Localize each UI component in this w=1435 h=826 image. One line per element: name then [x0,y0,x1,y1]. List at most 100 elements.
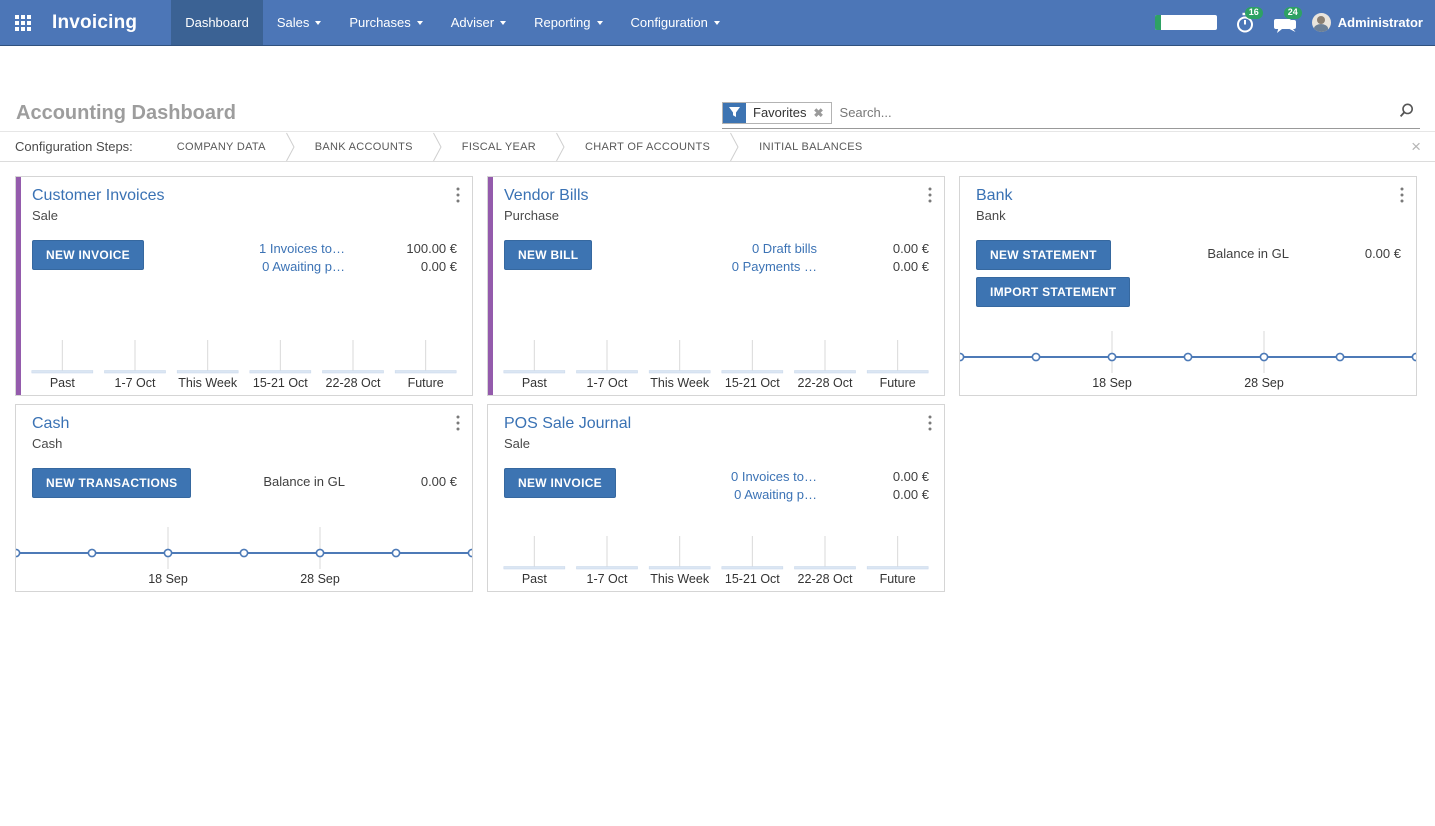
app-brand[interactable]: Invoicing [52,11,138,33]
kanban-card-customer-invoices: Customer Invoices Sale NEW INVOICE 1 Invoic… [15,176,473,396]
step-separator-icon [730,132,739,162]
card-figure-amount: 0.00 € [892,487,929,502]
svg-text:Past: Past [522,376,548,390]
card-figure-link[interactable]: 1 Invoices to… [259,241,345,256]
config-step-chart-of-accounts[interactable]: CHART OF ACCOUNTS [585,140,711,153]
user-avatar [1311,13,1331,32]
card-title[interactable]: Vendor Bills [504,187,589,204]
top-menu: Dashboard Sales Purchases Adviser Reporting C… [171,0,734,45]
svg-text:15-21 Oct: 15-21 Oct [725,376,780,390]
menu-label: Reporting [534,15,591,30]
step-separator-icon [285,132,295,162]
timer-icon[interactable]: 16 [1234,6,1263,34]
chevron-down-icon [596,20,603,25]
card-body: NEW TRANSACTIONS Balance in GL 0.00 € [16,468,472,498]
card-figure-link[interactable]: 0 Invoices to… [731,469,817,484]
svg-text:1-7 Oct: 1-7 Oct [115,376,157,390]
kebab-menu-icon[interactable] [456,415,460,436]
menu-label: Configuration [630,15,708,30]
systray-progress-meter [1154,15,1217,30]
facet-label: Favorites [753,105,807,120]
card-figure-link[interactable]: 0 Draft bills [751,241,817,256]
menu-label: Purchases [349,15,411,30]
step-separator-icon [556,132,565,162]
card-title[interactable]: Bank [976,187,1013,204]
card-figure-amount: 0.00 € [892,259,929,274]
menu-sales[interactable]: Sales [263,0,336,45]
card-figure-link[interactable]: 0 Awaiting p… [262,259,345,274]
facet-remove-icon[interactable]: ✖ [813,105,824,120]
svg-text:Past: Past [522,572,548,586]
chevron-down-icon [315,20,322,25]
user-name: Administrator [1337,15,1423,30]
card-figure-link[interactable]: 0 Awaiting p… [734,487,817,502]
apps-menu-button[interactable] [0,0,46,45]
config-step-company-data[interactable]: COMPANY DATA [176,140,266,153]
kanban-card-pos-sale-journal: POS Sale Journal Sale NEW INVOICE 0 Invoice… [487,404,945,592]
kanban-card-cash: Cash Cash NEW TRANSACTIONS Balance in GL 0.0… [15,404,473,592]
card-action-new-invoice[interactable]: NEW INVOICE [32,240,144,270]
card-body: NEW INVOICE 1 Invoices to… 0 Awaiting p… 10… [16,240,472,276]
config-step-bank-accounts[interactable]: BANK ACCOUNTS [314,140,413,153]
config-step-fiscal-year[interactable]: FISCAL YEAR [461,140,537,153]
svg-text:Future: Future [880,376,916,390]
svg-text:15-21 Oct: 15-21 Oct [253,376,308,390]
svg-text:18 Sep: 18 Sep [148,572,188,586]
card-title[interactable]: Customer Invoices [32,187,165,204]
search-icon[interactable] [1399,103,1414,123]
menu-label: Adviser [450,15,495,30]
card-figure-amount: 0.00 € [892,241,929,256]
messages-icon[interactable]: 24 [1273,6,1302,34]
config-steps-label: Configuration Steps: [15,139,133,154]
search-bar: Favorites ✖ [722,101,1420,129]
kebab-menu-icon[interactable] [456,187,460,208]
menu-adviser[interactable]: Adviser [437,0,520,45]
card-body: NEW STATEMENT IMPORT STATEMENT Balance in … [960,240,1416,307]
card-figure-amount: 0.00 € [892,469,929,484]
kebab-menu-icon[interactable] [928,415,932,436]
chat-bubbles-glyph [1273,18,1296,33]
close-icon[interactable]: × [1411,137,1421,156]
config-step-initial-balances[interactable]: INITIAL BALANCES [759,140,863,153]
card-action-new-statement[interactable]: NEW STATEMENT [976,240,1111,270]
card-action-new-invoice[interactable]: NEW INVOICE [504,468,616,498]
svg-text:Future: Future [408,376,444,390]
menu-dashboard[interactable]: Dashboard [171,0,263,45]
chevron-down-icon [500,20,507,25]
card-action-new-bill[interactable]: NEW BILL [504,240,593,270]
menu-reporting[interactable]: Reporting [520,0,616,45]
card-action-import-statement[interactable]: IMPORT STATEMENT [976,277,1131,307]
card-subtitle: Sale [504,436,531,451]
svg-text:1-7 Oct: 1-7 Oct [587,376,629,390]
card-action-new-transactions[interactable]: NEW TRANSACTIONS [32,468,192,498]
card-figure-amount: 100.00 € [406,241,457,256]
card-title[interactable]: Cash [32,415,70,432]
svg-text:Past: Past [50,376,76,390]
svg-text:This Week: This Week [178,376,238,390]
svg-text:22-28 Oct: 22-28 Oct [798,376,853,390]
card-sparkline-chart: 18 Sep 28 Sep [16,525,472,588]
card-sparkline-chart: Past 1-7 Oct This Week 15-21 Oct 22-28 Oct Fu… [488,525,944,588]
top-navbar: Invoicing Dashboard Sales Purchases Adviser… [0,0,1435,46]
balance-amount: 0.00 € [1364,246,1401,261]
svg-text:22-28 Oct: 22-28 Oct [798,572,853,586]
search-input[interactable] [839,105,1399,120]
kebab-menu-icon[interactable] [1400,187,1404,208]
svg-text:This Week: This Week [650,376,710,390]
search-facet: Favorites ✖ [722,101,832,124]
card-sparkline-chart: Past 1-7 Oct This Week 15-21 Oct 22-28 Oct Fu… [488,329,944,392]
config-steps: COMPANY DATA BANK ACCOUNTS FISCAL YEAR CHAR… [157,132,883,162]
card-subtitle: Purchase [504,208,559,223]
svg-text:15-21 Oct: 15-21 Oct [725,572,780,586]
kanban-card-bank: Bank Bank NEW STATEMENT IMPORT STATEMENT Bal… [959,176,1417,396]
menu-configuration[interactable]: Configuration [617,0,734,45]
step-separator-icon [432,132,442,162]
card-title[interactable]: POS Sale Journal [504,415,632,432]
card-figure-link[interactable]: 0 Payments … [731,259,817,274]
kebab-menu-icon[interactable] [928,187,932,208]
card-sparkline-chart: 18 Sep 28 Sep [960,329,1416,392]
card-figure-amount: 0.00 € [420,259,457,274]
systray-progress-fill [1154,15,1161,30]
user-menu[interactable]: Administrator [1311,13,1423,32]
menu-purchases[interactable]: Purchases [335,0,436,45]
